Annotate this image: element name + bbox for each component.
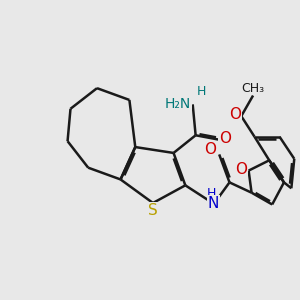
- Text: N: N: [208, 196, 219, 211]
- Text: O: O: [219, 131, 231, 146]
- Text: CH₃: CH₃: [242, 82, 265, 95]
- Text: H₂N: H₂N: [165, 98, 191, 111]
- Text: O: O: [235, 162, 247, 177]
- Text: O: O: [204, 142, 216, 158]
- Text: O: O: [230, 107, 242, 122]
- Text: S: S: [148, 203, 158, 218]
- Text: H: H: [197, 85, 206, 98]
- Text: H: H: [207, 187, 217, 200]
